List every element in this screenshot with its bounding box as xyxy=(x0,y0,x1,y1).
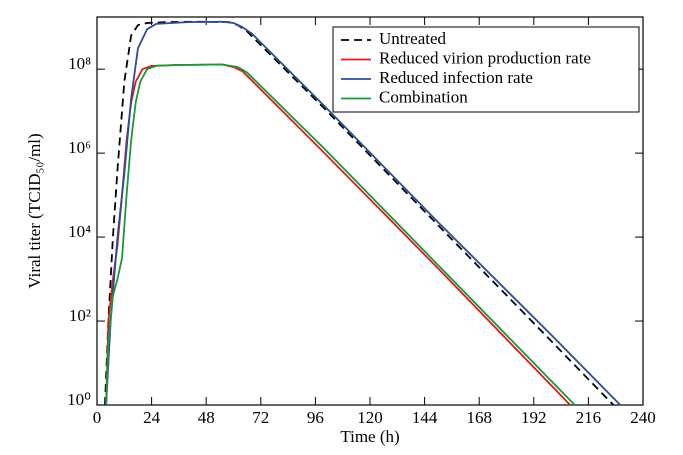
x-tick-label: 96 xyxy=(307,408,324,427)
y-tick-label: 10⁴ xyxy=(68,222,91,241)
y-axis-label: Viral titer (TCID₅₀/ml) xyxy=(25,133,44,288)
x-tick-label: 168 xyxy=(466,408,492,427)
x-tick-label: 192 xyxy=(521,408,547,427)
legend-label: Reduced infection rate xyxy=(379,68,533,87)
x-tick-label: 0 xyxy=(93,408,102,427)
y-tick-label: 10⁸ xyxy=(68,54,91,73)
series-line xyxy=(105,63,571,406)
x-tick-label: 48 xyxy=(198,408,215,427)
y-tick-label: 10² xyxy=(69,306,91,325)
x-tick-label: 216 xyxy=(576,408,602,427)
x-axis-label: Time (h) xyxy=(340,427,399,446)
x-tick-label: 120 xyxy=(357,408,383,427)
x-tick-label: 72 xyxy=(252,408,269,427)
legend-box xyxy=(332,26,640,113)
series-line xyxy=(105,20,621,406)
x-tick-label: 240 xyxy=(630,408,656,427)
series-line xyxy=(104,20,615,406)
series-line xyxy=(105,63,576,406)
x-tick-label: 144 xyxy=(412,408,438,427)
legend-label: Untreated xyxy=(379,29,447,48)
y-tick-label: 10⁶ xyxy=(68,138,91,157)
y-tick-label: 10⁰ xyxy=(67,390,91,409)
x-tick-label: 24 xyxy=(143,408,161,427)
legend-label: Reduced virion production rate xyxy=(379,48,591,67)
legend-label: Combination xyxy=(379,87,468,106)
